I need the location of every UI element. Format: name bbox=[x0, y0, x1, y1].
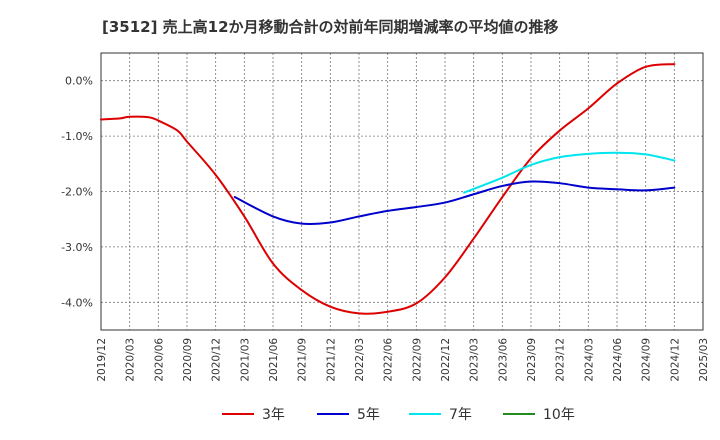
x-tick-label: 2023/09 bbox=[526, 338, 538, 382]
x-tick-label: 2020/12 bbox=[211, 338, 223, 382]
x-tick-label: 2021/06 bbox=[268, 338, 280, 382]
legend-label-3: 7年 bbox=[449, 407, 472, 423]
plot-border bbox=[100, 52, 704, 331]
x-tick-labels: 2019/12 2020/03 2020/06 2020/09 2020/12 2021/… bbox=[96, 338, 710, 382]
series-lines bbox=[100, 63, 676, 315]
y-tick-label: -3.0% bbox=[61, 241, 93, 254]
x-tick-label: 2022/09 bbox=[411, 338, 423, 382]
series-line-2 bbox=[233, 180, 676, 226]
x-tick-label: 2022/12 bbox=[440, 338, 452, 382]
x-tick-label: 2021/03 bbox=[239, 338, 251, 382]
x-tick-label: 2021/09 bbox=[297, 338, 309, 382]
x-tick-label: 2022/06 bbox=[383, 338, 395, 382]
x-tick-label: 2021/12 bbox=[325, 338, 337, 382]
x-tick-label: 2020/03 bbox=[125, 338, 137, 382]
x-tick-label: 2022/03 bbox=[354, 338, 366, 382]
y-tick-label: -4.0% bbox=[61, 296, 93, 309]
y-tick-labels: 0.0% -1.0% -2.0% -3.0% -4.0% bbox=[61, 75, 93, 310]
x-tick-label: 2019/12 bbox=[96, 338, 108, 382]
x-tick-label: 2025/03 bbox=[698, 338, 710, 382]
axes bbox=[100, 52, 704, 331]
legend-label-2: 5年 bbox=[357, 407, 380, 423]
x-tick-label: 2024/12 bbox=[669, 338, 681, 382]
x-tick-label: 2024/06 bbox=[612, 338, 624, 382]
series-line-1 bbox=[100, 63, 676, 315]
x-tick-label: 2024/03 bbox=[583, 338, 595, 382]
y-tick-label: 0.0% bbox=[65, 75, 93, 88]
legend: 3年 5年 7年 10年 bbox=[222, 407, 575, 423]
x-tick-label: 2023/06 bbox=[497, 338, 509, 382]
legend-label-1: 3年 bbox=[262, 407, 285, 423]
x-tick-label: 2023/12 bbox=[555, 338, 567, 382]
series-line-3 bbox=[463, 151, 676, 194]
legend-label-4: 10年 bbox=[543, 407, 575, 423]
x-tick-label: 2020/09 bbox=[182, 338, 194, 382]
x-tick-label: 2023/03 bbox=[469, 338, 481, 382]
x-tick-label: 2024/09 bbox=[641, 338, 653, 382]
chart-title: [3512] 売上高12か月移動合計の対前年同期増減率の平均値の推移 bbox=[102, 18, 559, 36]
y-tick-label: -1.0% bbox=[61, 130, 93, 143]
y-tick-label: -2.0% bbox=[61, 186, 93, 199]
x-tick-label: 2020/06 bbox=[153, 338, 165, 382]
grid-lines bbox=[101, 53, 703, 330]
